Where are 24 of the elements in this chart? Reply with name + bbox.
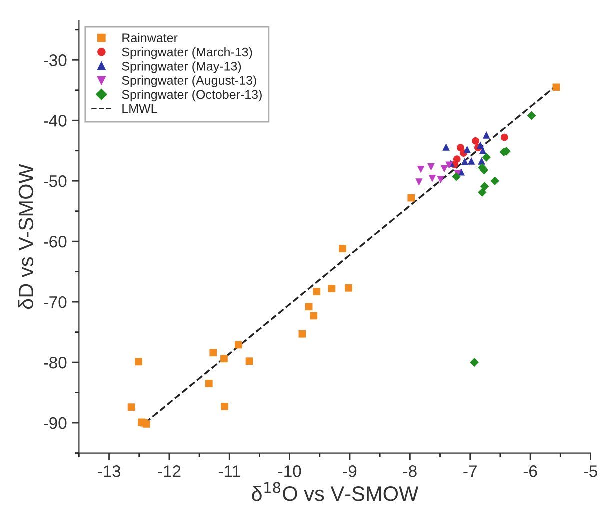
x-tick-label: -5 (584, 466, 598, 478)
x-tick-label: -8 (404, 466, 417, 478)
y-tick-label: -90 (44, 417, 67, 430)
legend-label: Springwater (October-13) (122, 90, 262, 102)
x-tick-label: -12 (158, 466, 181, 478)
x-tick-label: -10 (278, 466, 302, 478)
legend-label: Springwater (March-13) (122, 47, 252, 60)
y-tick-label: -30 (44, 54, 67, 66)
y-axis-title: δD vs V-SMOW (18, 164, 34, 310)
x-tick-label: -7 (464, 466, 477, 478)
x-tick-label: -9 (343, 466, 357, 478)
y-tick-label: -40 (44, 115, 67, 127)
y-tick-label: -50 (44, 176, 67, 188)
x-axis-title: δ$^{18}$O vs V-SMOW (252, 482, 419, 502)
x-tick-label: -6 (524, 466, 538, 478)
y-tick-label: -70 (44, 296, 67, 308)
legend-label: Springwater (May-13) (122, 62, 242, 74)
legend-label: Springwater (August-13) (122, 76, 256, 88)
legend-label: Rainwater (122, 33, 178, 43)
legend-label: LMWL (122, 104, 158, 114)
x-tick-label: -11 (218, 466, 240, 478)
x-tick-label: -13 (98, 466, 121, 478)
y-tick-label: -60 (44, 236, 67, 248)
y-tick-label: -80 (44, 356, 67, 369)
